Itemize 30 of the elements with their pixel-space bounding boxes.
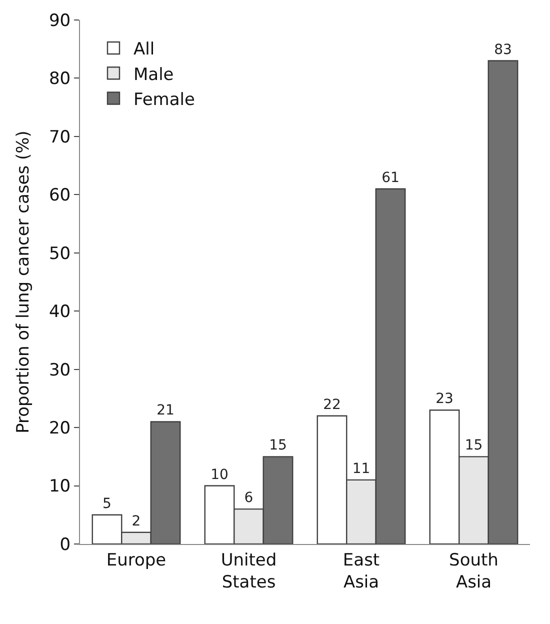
data-label: 10 — [210, 466, 228, 483]
data-label: 83 — [494, 42, 512, 58]
data-label: 22 — [323, 396, 341, 413]
data-label: 23 — [436, 391, 454, 408]
y-tick-label: 20 — [48, 418, 71, 439]
y-tick-label: 60 — [48, 186, 71, 206]
legend-label: Male — [134, 64, 174, 85]
data-label: 15 — [269, 438, 287, 454]
x-tick-label: South Asia — [449, 550, 498, 592]
y-tick-label: 10 — [48, 476, 71, 497]
data-label: 15 — [464, 438, 483, 454]
data-label: 2 — [132, 513, 141, 530]
y-tick-label: 80 — [48, 69, 71, 90]
y-tick-label: 50 — [48, 244, 71, 264]
y-tick-label: 40 — [48, 302, 71, 322]
legend-label: All — [134, 40, 155, 60]
data-label: 21 — [156, 402, 174, 419]
data-label: 5 — [102, 496, 112, 512]
y-axis-title: Proportion of lung cancer cases (%) — [14, 130, 34, 434]
y-tick-label: 0 — [60, 534, 71, 555]
x-tick-label: Europe — [106, 550, 166, 570]
y-tick-label: 90 — [48, 10, 71, 31]
x-tick-label: East Asia — [342, 550, 380, 592]
y-tick-label: 30 — [48, 360, 71, 380]
data-label: 11 — [352, 460, 370, 477]
y-tick-label: 70 — [48, 127, 71, 148]
data-label: 6 — [244, 490, 254, 506]
legend-label: Female — [134, 90, 195, 110]
x-tick-label: United States — [220, 550, 277, 592]
data-label: 61 — [382, 170, 400, 186]
